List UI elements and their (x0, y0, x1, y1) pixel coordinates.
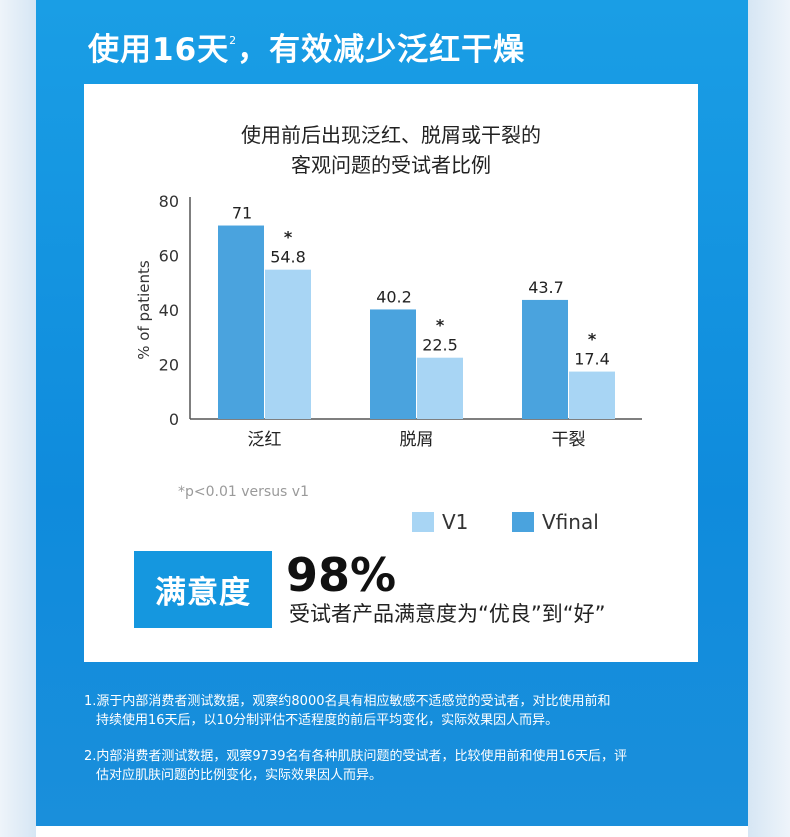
y-tick-label: 40 (159, 301, 179, 320)
bar-vfinal-3 (522, 299, 568, 419)
data-label-v1-1: 54.8 (270, 248, 306, 267)
x-category-label: 脱屑 (400, 430, 434, 450)
left-margin (0, 0, 36, 837)
data-label-vfinal-2: 40.2 (376, 287, 412, 306)
bar-v1-3 (569, 371, 615, 419)
significance-marker-2: * (436, 316, 445, 335)
y-tick-label: 80 (159, 192, 179, 211)
bar-vfinal-2 (370, 309, 416, 419)
headline: 使用16天2，有效减少泛红干燥 (88, 24, 525, 69)
satisfaction-description: 受试者产品满意度为“优良”到“好” (289, 602, 606, 626)
bar-v1-2 (417, 357, 463, 419)
legend-item-vfinal: Vfinal (512, 510, 599, 534)
y-axis-label: % of patients (135, 260, 153, 360)
y-tick-label: 0 (169, 410, 179, 429)
footnote-1-line1: 1.源于内部消费者测试数据，观察约8000名具有相应敏感不适感觉的受试者，对比使… (84, 694, 611, 709)
footnote-1: 1.源于内部消费者测试数据，观察约8000名具有相应敏感不适感觉的受试者，对比使… (84, 692, 704, 730)
legend-swatch-vfinal (512, 512, 534, 532)
significance-marker-1: * (284, 228, 293, 247)
footnote-2: 2.内部消费者测试数据，观察9739名有各种肌肤问题的受试者，比较使用前和使用1… (84, 747, 704, 785)
footnote-2-line2: 估对应肌肤问题的比例变化，实际效果因人而异。 (96, 768, 383, 783)
data-label-vfinal-3: 43.7 (528, 278, 564, 297)
bar-vfinal-1 (218, 225, 264, 419)
data-label-v1-3: 17.4 (574, 350, 610, 369)
chart-title: 使用前后出现泛红、脱屑或干裂的 客观问题的受试者比例 (0, 120, 782, 180)
headline-main: 使用16天 (88, 32, 230, 68)
chart-title-line2: 客观问题的受试者比例 (291, 153, 491, 177)
satisfaction-value: 98% (286, 548, 397, 602)
legend-swatch-v1 (412, 512, 434, 532)
significance-marker-3: * (588, 330, 597, 349)
y-tick-label: 20 (159, 356, 179, 375)
x-category-label: 泛红 (248, 430, 282, 450)
x-category-label: 干裂 (552, 430, 586, 450)
data-label-vfinal-1: 71 (232, 204, 252, 223)
satisfaction-badge: 满意度 (134, 551, 272, 628)
legend-item-v1: V1 (412, 510, 468, 534)
bar-v1-1 (265, 269, 311, 419)
chart-footnote: *p<0.01 versus v1 (178, 484, 309, 500)
footnotes: 1.源于内部消费者测试数据，观察约8000名具有相应敏感不适感觉的受试者，对比使… (84, 692, 704, 802)
legend-label-vfinal: Vfinal (542, 510, 599, 534)
headline-rest: ，有效减少泛红干燥 (237, 32, 526, 68)
legend-label-v1: V1 (442, 510, 469, 534)
footnote-2-line1: 2.内部消费者测试数据，观察9739名有各种肌肤问题的受试者，比较使用前和使用1… (84, 749, 628, 764)
chart-title-line1: 使用前后出现泛红、脱屑或干裂的 (241, 123, 541, 147)
footnote-1-line2: 持续使用16天后，以10分制评估不适程度的前后平均变化，实际效果因人而异。 (96, 713, 559, 728)
headline-superscript: 2 (229, 34, 238, 47)
data-label-v1-2: 22.5 (422, 336, 458, 355)
y-tick-label: 60 (159, 247, 179, 266)
right-margin (748, 0, 790, 837)
